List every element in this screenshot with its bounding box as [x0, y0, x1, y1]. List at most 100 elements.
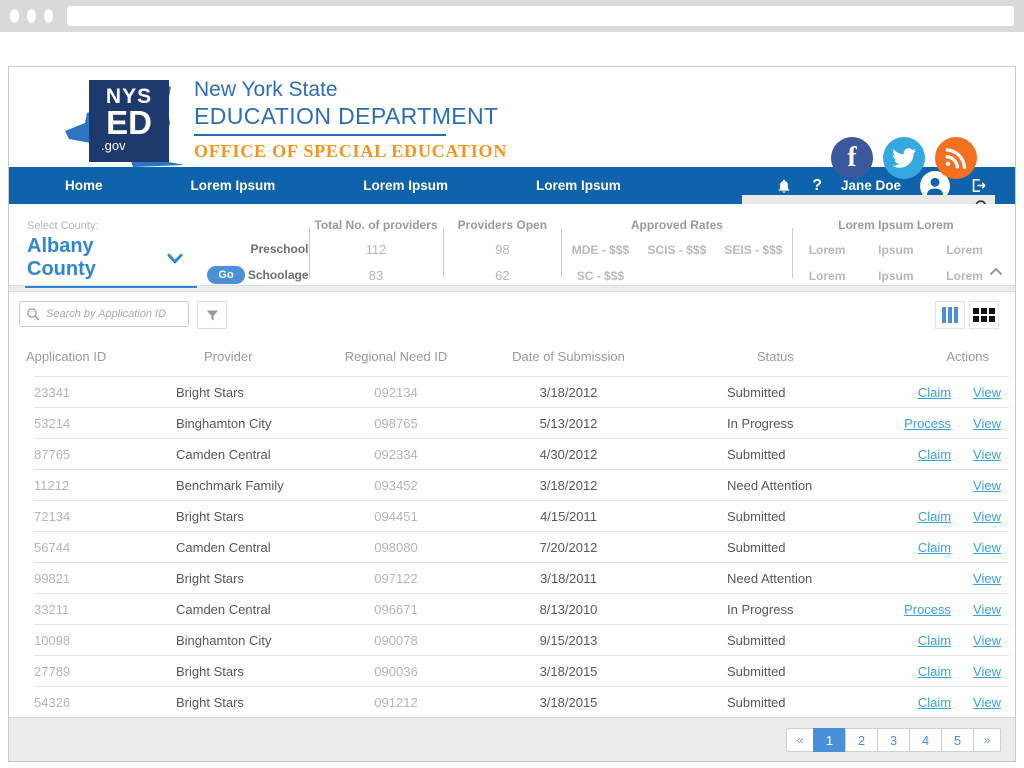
- cell-provider: Binghamton City: [176, 415, 272, 431]
- view-link[interactable]: View: [973, 694, 1001, 710]
- page-prev[interactable]: «: [786, 728, 814, 752]
- cell-need-id: 093452: [374, 477, 418, 493]
- view-link[interactable]: View: [973, 663, 1001, 679]
- cell-date: 3/18/2012: [539, 384, 598, 400]
- user-avatar-icon[interactable]: [920, 170, 950, 201]
- window-control-dot[interactable]: [27, 9, 36, 23]
- go-button[interactable]: Go: [207, 266, 245, 284]
- cell-status: Submitted: [727, 384, 786, 400]
- stats-divider: [561, 228, 563, 278]
- cell-id: 87765: [34, 446, 71, 462]
- claim-link[interactable]: Claim: [917, 539, 952, 555]
- process-link[interactable]: Process: [904, 601, 952, 617]
- view-link[interactable]: View: [973, 632, 1001, 648]
- title-office-special-education: OFFICE OF SPECIAL EDUCATION: [194, 141, 508, 161]
- claim-link[interactable]: Claim: [917, 694, 952, 710]
- claim-link[interactable]: Claim: [917, 632, 952, 648]
- stats-divider: [308, 228, 310, 278]
- process-link[interactable]: Process: [904, 415, 952, 431]
- cell-actions: Claim View: [851, 664, 1009, 679]
- page-1[interactable]: 1: [813, 728, 846, 752]
- cell-actions: Claim View: [851, 385, 1009, 400]
- view-link[interactable]: View: [973, 415, 1001, 431]
- cell-date: 3/18/2012: [539, 477, 598, 493]
- view-link[interactable]: View: [973, 384, 1001, 400]
- cell-actions: Claim View: [851, 695, 1009, 710]
- view-link[interactable]: View: [973, 570, 1001, 586]
- cell-date: 7/20/2012: [539, 539, 598, 555]
- collapse-panel-chevron-up-icon[interactable]: [989, 263, 1003, 281]
- stats-divider: [791, 228, 793, 278]
- cell-need-id: 096671: [374, 601, 418, 617]
- cell-status: Submitted: [727, 663, 786, 679]
- nysed-logo[interactable]: NYS ED .gov: [63, 73, 189, 167]
- view-link[interactable]: View: [973, 601, 1001, 617]
- cell-id: 72134: [34, 508, 71, 524]
- cell-date: 4/15/2011: [540, 508, 597, 524]
- stat-approved-rates: Approved Rates MDE - $$$ SCIS - $$$ SEIS…: [562, 204, 792, 285]
- cell-actions: View: [851, 571, 1009, 586]
- window-control-dot[interactable]: [10, 9, 19, 23]
- help-icon[interactable]: ?: [812, 176, 822, 194]
- claim-link[interactable]: Claim: [917, 446, 952, 462]
- table-row: 99821 Bright Stars 097122 3/18/2011 Need Att…: [34, 562, 1009, 593]
- view-link[interactable]: View: [973, 539, 1001, 555]
- cell-provider: Bright Stars: [176, 384, 244, 400]
- cell-id: 23341: [34, 384, 71, 400]
- filter-button[interactable]: [197, 301, 227, 329]
- cell-date: 5/13/2012: [539, 415, 598, 431]
- title-new-york-state: New York State: [194, 78, 338, 101]
- claim-link[interactable]: Claim: [917, 384, 952, 400]
- label-preschool: Preschool: [250, 242, 309, 256]
- list-view-toggle[interactable]: [935, 301, 965, 329]
- facebook-icon[interactable]: f: [831, 137, 873, 179]
- cell-actions: Claim View: [851, 509, 1009, 524]
- twitter-icon[interactable]: [883, 137, 925, 179]
- cell-provider: Bright Stars: [176, 570, 244, 586]
- notifications-bell-icon[interactable]: [775, 177, 793, 195]
- window-controls: [10, 9, 53, 23]
- cell-actions: Claim View: [851, 633, 1009, 648]
- cell-provider: Binghamton City: [176, 632, 272, 648]
- rate-value: [639, 266, 716, 292]
- table-row: 56744 Camden Central 098080 7/20/2012 Submit…: [34, 531, 1009, 562]
- cell-date: 8/13/2010: [539, 601, 598, 617]
- page-5[interactable]: 5: [941, 728, 974, 752]
- nav-item-lorem-2[interactable]: Lorem Ipsum: [363, 178, 449, 193]
- page-4[interactable]: 4: [909, 728, 942, 752]
- nav-item-home[interactable]: Home: [65, 178, 103, 193]
- stats-panel: Select County: Albany County Go Preschoo…: [9, 204, 1015, 288]
- view-toggles: [935, 301, 999, 329]
- stat-value: 98: [495, 242, 510, 257]
- cell-need-id: 094451: [374, 508, 418, 524]
- nav-item-lorem-3[interactable]: Lorem Ipsum: [536, 178, 621, 193]
- department-title: New York State EDUCATION DEPARTMENT OFFI…: [194, 77, 507, 162]
- stat-value: 83: [368, 268, 384, 283]
- grid-view-toggle[interactable]: [969, 301, 999, 329]
- nav-item-lorem-1[interactable]: Lorem Ipsum: [190, 178, 276, 193]
- page-2[interactable]: 2: [845, 728, 878, 752]
- col-application-id: Application ID: [26, 348, 107, 364]
- cell-need-id: 092334: [374, 446, 418, 462]
- stat-header: Approved Rates: [630, 218, 723, 232]
- window-control-dot[interactable]: [44, 9, 53, 23]
- page-3[interactable]: 3: [877, 728, 910, 752]
- logout-icon[interactable]: [969, 177, 987, 195]
- social-links: f: [831, 137, 977, 179]
- page-next[interactable]: »: [973, 728, 1001, 752]
- view-link[interactable]: View: [973, 508, 1001, 524]
- pagination: « 1 2 3 4 5 »: [786, 728, 1001, 752]
- rss-icon[interactable]: [935, 137, 977, 179]
- cell-date: 3/18/2015: [539, 663, 598, 679]
- cell-actions: Claim View: [851, 540, 1009, 555]
- view-link[interactable]: View: [973, 446, 1001, 462]
- claim-link[interactable]: Claim: [917, 508, 952, 524]
- view-link[interactable]: View: [973, 477, 1001, 493]
- application-search-input[interactable]: [46, 308, 182, 320]
- claim-link[interactable]: Claim: [917, 663, 952, 679]
- county-select[interactable]: Albany County: [25, 235, 198, 288]
- section-gap: [9, 286, 1015, 292]
- cell-status: Submitted: [727, 632, 786, 648]
- nysed-logo-square: NYS ED .gov: [89, 80, 169, 162]
- browser-address-bar[interactable]: [67, 6, 1014, 26]
